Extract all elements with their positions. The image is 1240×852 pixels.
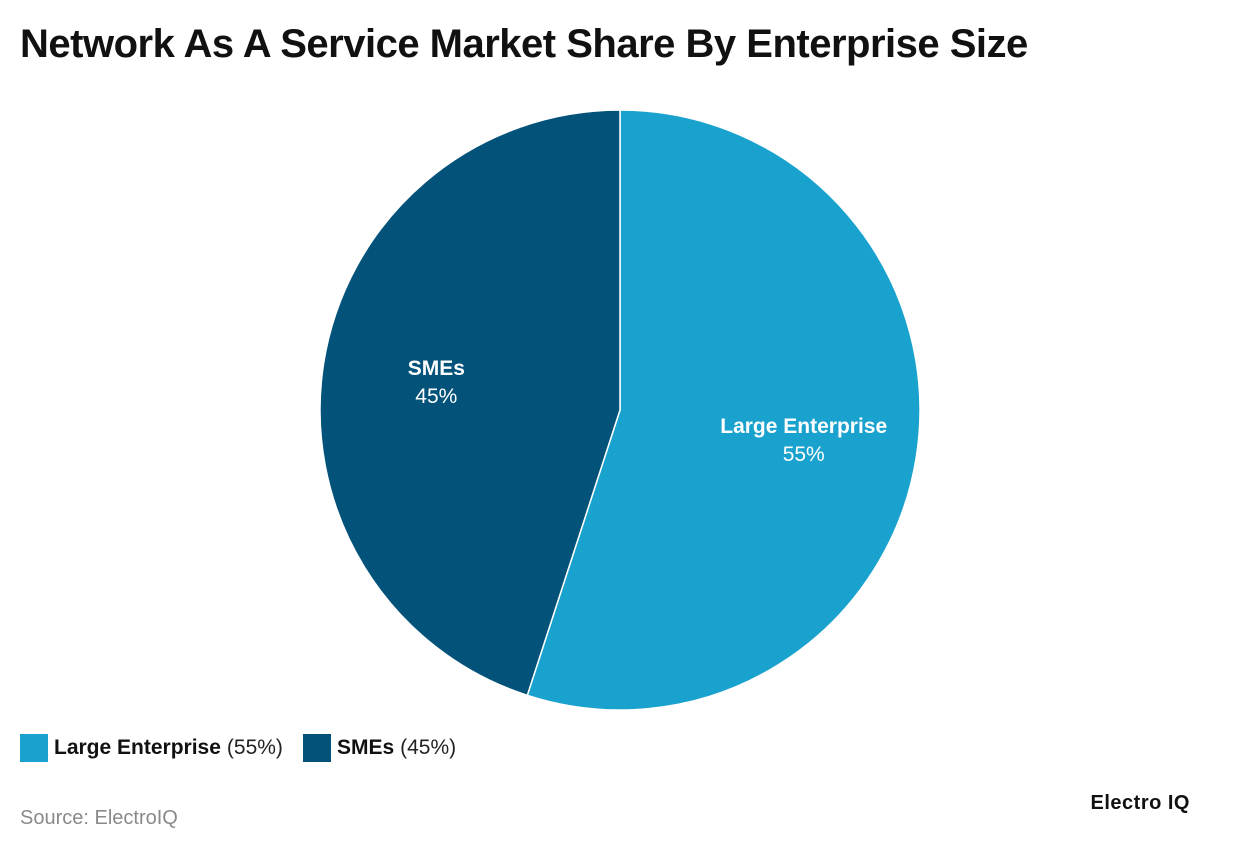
chart-legend: Large Enterprise (55%) SMEs (45%) [20, 734, 456, 762]
slice-value-large-enterprise: 55% [783, 443, 825, 466]
legend-item-large-enterprise[interactable]: Large Enterprise (55%) [20, 734, 283, 762]
pie-slices [319, 109, 921, 711]
pie-slice-smes[interactable] [319, 109, 621, 697]
pie-slice-large-enterprise[interactable] [526, 109, 921, 711]
legend-value-large-enterprise: (55%) [226, 736, 283, 759]
slice-label-large-enterprise: Large Enterprise [720, 415, 887, 438]
legend-item-smes[interactable]: SMEs (45%) [302, 734, 457, 762]
slice-label-smes: SMEs [408, 357, 465, 380]
electroiq-logo: Electro IQ [1090, 792, 1190, 814]
chart-title: Network As A Service Market Share By Ent… [20, 22, 1028, 66]
source-note: Source: ElectroIQ [20, 807, 178, 829]
legend-value-smes: (45%) [400, 736, 457, 759]
pie-data-labels: Large Enterprise 55% SMEs 45% [408, 357, 887, 466]
slice-value-smes: 45% [415, 385, 457, 408]
legend-label-large-enterprise: Large Enterprise [54, 736, 221, 759]
legend-label-smes: SMEs [336, 736, 395, 759]
legend-swatch-smes [302, 734, 331, 762]
legend-swatch-large-enterprise [20, 734, 48, 762]
